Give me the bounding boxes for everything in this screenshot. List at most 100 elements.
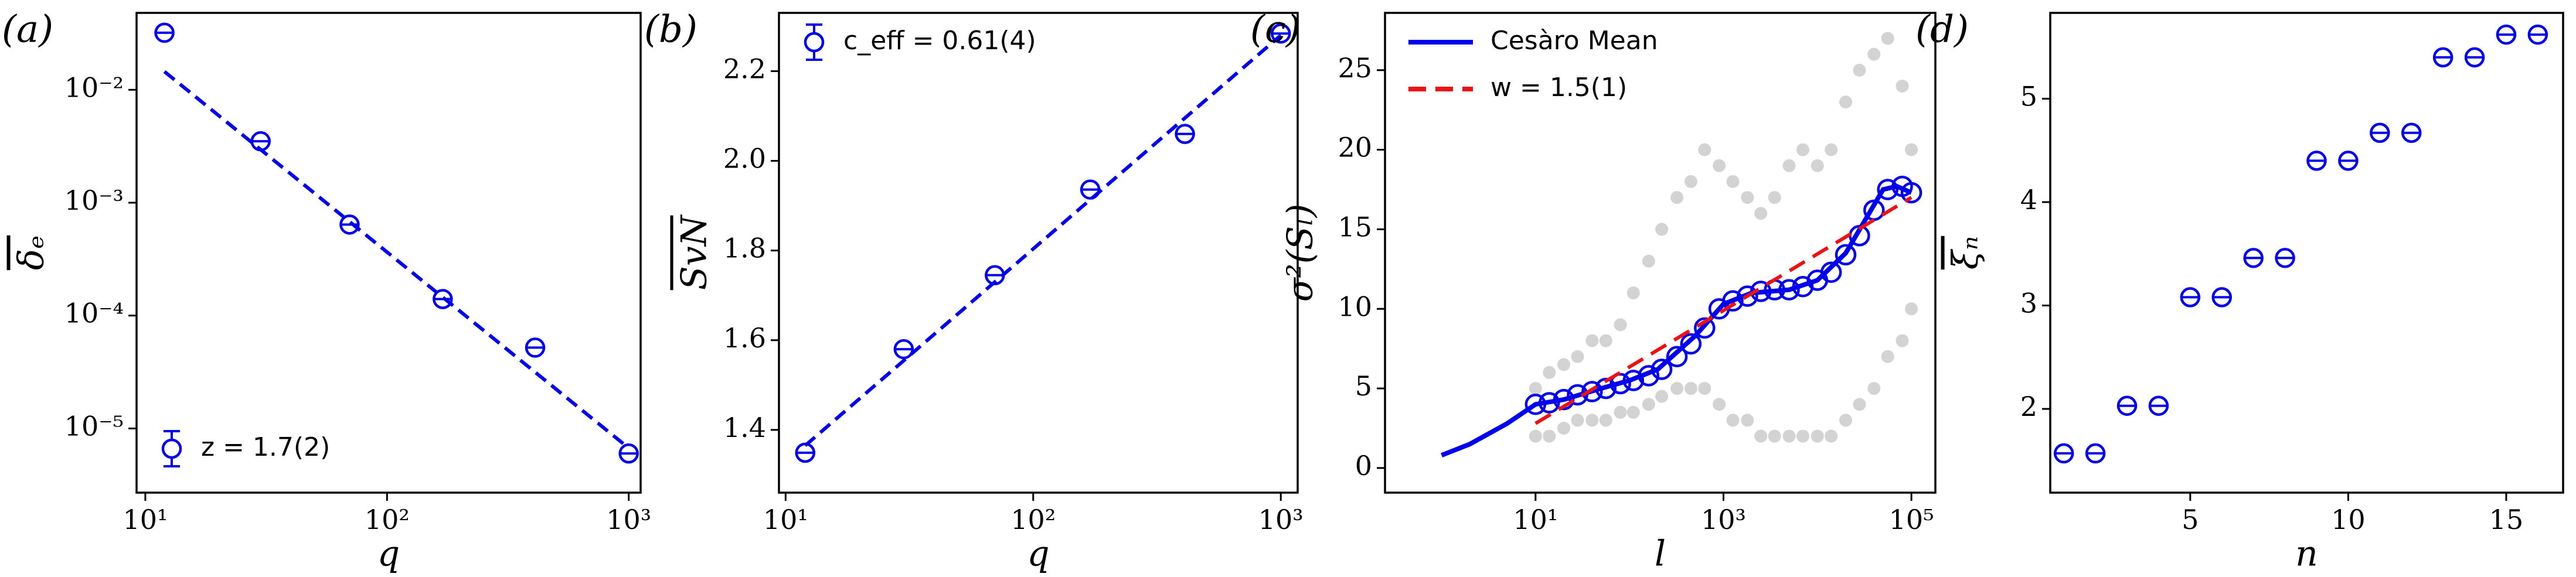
raw-point <box>1796 143 1809 156</box>
panel-label: (d) <box>1915 8 1969 52</box>
plot-frame <box>2049 12 2564 494</box>
raw-point <box>1726 175 1740 188</box>
marker <box>1750 281 1772 302</box>
y-axis-label: SvN <box>674 214 715 290</box>
raw-point <box>1614 405 1627 419</box>
marker <box>1567 384 1588 406</box>
raw-point <box>1684 382 1697 395</box>
raw-point <box>1543 366 1556 379</box>
x-tick-label: 10³ <box>1258 504 1304 535</box>
raw-point <box>1726 414 1740 427</box>
legend-label: z = 1.7(2) <box>201 432 330 462</box>
raw-point <box>1782 429 1796 443</box>
raw-point <box>1713 398 1726 411</box>
y-axis-label: σ²(Sₗ) <box>1280 204 1321 302</box>
panel: (c) 10¹ 10³ 10⁵ 0 5 10 15 20 25 l σ²(Sₗ) Cesàro Mean… <box>1250 8 1937 575</box>
legend-swatch <box>161 438 182 459</box>
x-tick-label: 10³ <box>1701 504 1746 535</box>
x-tick-label: 10⁵ <box>1889 504 1934 535</box>
y-tick-label: 2 <box>2020 391 2037 422</box>
marker <box>1651 359 1673 380</box>
raw-point <box>1754 207 1768 220</box>
marker <box>1820 261 1842 284</box>
raw-point <box>1811 159 1824 172</box>
marker <box>1680 333 1702 355</box>
marker <box>1737 285 1758 307</box>
raw-point <box>1614 318 1627 332</box>
legend-label: w = 1.5(1) <box>1491 73 1627 103</box>
y-tick-label: 10 <box>1338 291 1372 322</box>
marker <box>1900 182 1922 204</box>
x-axis-label: n <box>2295 534 2318 575</box>
panel-label: (c) <box>1250 8 1301 52</box>
plot-area <box>795 23 1291 463</box>
raw-point <box>1741 414 1754 427</box>
raw-point <box>1853 398 1866 411</box>
x-tick-label: 10² <box>1010 504 1056 535</box>
marker <box>1581 381 1603 402</box>
raw-point <box>1557 421 1571 435</box>
x-tick-label: 10¹ <box>122 504 168 535</box>
y-axis-label: ξₙ <box>1945 236 1986 269</box>
raw-point <box>1782 159 1796 172</box>
raw-point <box>1853 63 1866 77</box>
y-tick-label: 10⁻⁵ <box>64 410 124 442</box>
raw-point <box>1839 95 1853 109</box>
plot-area <box>2053 24 2548 464</box>
raw-point <box>1825 143 1838 156</box>
y-tick-label: 1.6 <box>723 322 766 354</box>
raw-point <box>1557 358 1571 371</box>
marker <box>1539 392 1560 414</box>
panel: (a) 10¹ 10² 10³ 10⁻⁵ 10⁻⁴ 10⁻³ 10⁻² q δₑ z = 1.7(2… <box>2 8 651 575</box>
x-axis-label: q <box>377 534 400 575</box>
marker <box>1863 199 1885 221</box>
raw-point <box>1881 350 1894 363</box>
marker <box>1835 244 1857 266</box>
marker <box>1666 346 1688 367</box>
raw-point <box>1599 414 1612 427</box>
panel-label: (a) <box>2 8 53 52</box>
y-tick-label: 1.8 <box>723 233 766 264</box>
x-tick-label: 10¹ <box>1513 504 1558 535</box>
panel: (b) 10¹ 10² 10³ 1.4 1.6 1.8 2.0 2.2 q SvN c_eff = 0… <box>644 8 1304 575</box>
raw-point <box>1655 223 1669 236</box>
raw-point <box>1811 429 1824 443</box>
fit-line <box>1534 196 1913 425</box>
marker <box>1694 317 1716 339</box>
y-tick-label: 5 <box>2020 81 2037 112</box>
raw-point <box>1684 175 1697 188</box>
x-axis-label: q <box>1027 534 1049 575</box>
y-tick-label: 10⁻³ <box>64 185 124 216</box>
raw-point <box>1867 47 1881 61</box>
raw-point <box>1741 191 1754 204</box>
raw-point <box>1713 159 1726 172</box>
marker <box>1778 279 1800 301</box>
x-tick-label: 10² <box>365 504 410 535</box>
plot-area <box>154 22 639 464</box>
y-tick-label: 1.4 <box>723 412 766 443</box>
raw-point <box>1839 414 1853 427</box>
fit-line <box>804 33 1282 447</box>
raw-point <box>1670 382 1684 395</box>
raw-point <box>1571 350 1584 363</box>
raw-point <box>1768 429 1781 443</box>
legend-label: Cesàro Mean <box>1491 26 1658 56</box>
raw-point <box>1754 429 1768 443</box>
x-tick-label: 10¹ <box>763 504 808 535</box>
raw-point <box>1599 334 1612 347</box>
raw-point <box>1881 32 1894 45</box>
legend-label: c_eff = 0.61(4) <box>843 26 1036 56</box>
marker <box>1722 290 1744 312</box>
x-tick-label: 10³ <box>606 504 651 535</box>
raw-point <box>1642 254 1655 268</box>
fit-line <box>163 70 630 450</box>
x-tick-label: 15 <box>2489 504 2524 535</box>
plot-area <box>1441 32 1922 457</box>
y-tick-label: 0 <box>1355 450 1372 482</box>
raw-point <box>1867 382 1881 395</box>
raw-point <box>1529 429 1542 443</box>
y-tick-label: 2.2 <box>723 53 766 85</box>
marker <box>1524 393 1547 415</box>
x-axis-label: l <box>1655 534 1666 575</box>
